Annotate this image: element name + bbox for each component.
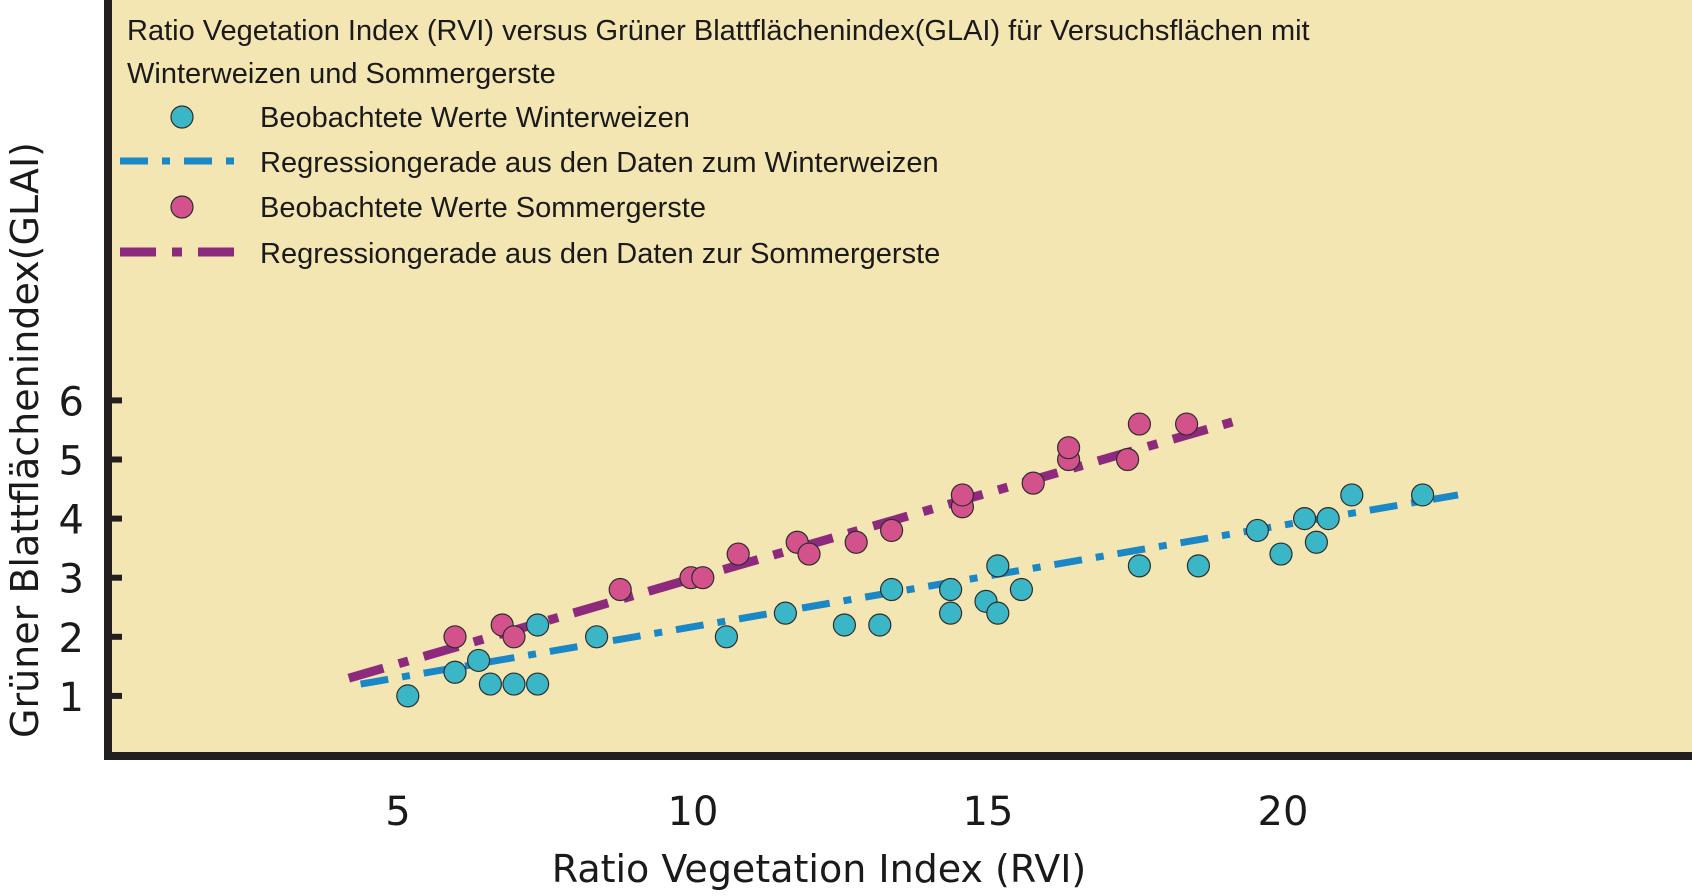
y-tick-label: 5 [59, 439, 84, 485]
legend-label: Beobachtete Werte Sommergerste [260, 192, 706, 224]
y-ticks: 1 2 3 4 5 6 [59, 379, 122, 721]
scatter-point-series-0 [396, 684, 420, 708]
scatter-point-series-0 [1127, 554, 1152, 578]
scatter-point-series-2 [879, 518, 904, 543]
scatter-point-series-2 [844, 530, 868, 554]
legend-marker-point [170, 195, 194, 219]
regression-line-series-1 [360, 491, 1459, 688]
plot-area [108, 0, 1692, 756]
scatter-point-series-0 [584, 625, 609, 649]
scatter-point-series-2 [1056, 436, 1081, 460]
scatter-point-series-2 [1174, 412, 1199, 436]
scatter-point-series-0 [938, 577, 963, 602]
scatter-point-series-0 [868, 613, 892, 637]
scatter-point-series-0 [478, 672, 502, 696]
y-tick-label: 1 [59, 675, 84, 721]
scatter-point-series-0 [773, 601, 798, 625]
y-axis-label: Grüner Blattflächenindex(GLAI) [3, 142, 47, 738]
x-ticks: 5 10 15 20 [385, 789, 1308, 835]
x-axis-label: Ratio Vegetation Index (RVI) [552, 847, 1087, 891]
scatter-point-series-0 [467, 648, 491, 673]
scatter-points [396, 412, 1435, 708]
scatter-point-series-2 [608, 577, 632, 602]
y-tick-label: 2 [59, 616, 84, 662]
legend-label: Regressiongerade aus den Daten zum Winte… [260, 147, 939, 179]
scatter-point-series-0 [525, 672, 550, 696]
x-tick-label: 10 [668, 789, 719, 835]
scatter-point-series-0 [1316, 506, 1340, 531]
scatter-point-series-2 [691, 566, 715, 590]
chart-title-line2: Winterweizen und Sommergerste [127, 58, 556, 90]
scatter-point-series-2 [797, 542, 821, 566]
scatter-point-series-0 [1304, 530, 1329, 554]
y-tick-label: 3 [59, 557, 84, 603]
scatter-point-series-0 [986, 601, 1010, 625]
scatter-point-series-0 [502, 672, 526, 696]
scatter-point-series-0 [832, 613, 857, 637]
x-tick-label: 20 [1258, 789, 1309, 835]
scatter-point-series-0 [938, 601, 963, 625]
scatter-point-series-0 [879, 577, 904, 602]
scatter-point-series-0 [1009, 577, 1034, 602]
y-tick-label: 6 [59, 379, 84, 425]
x-tick-label: 15 [963, 789, 1014, 835]
scatter-point-series-0 [1292, 506, 1317, 531]
scatter-point-series-0 [1410, 483, 1435, 507]
scatter-point-series-2 [726, 542, 750, 566]
scatter-point-series-0 [525, 613, 550, 637]
scatter-point-series-2 [1127, 412, 1152, 436]
chart-title-line1: Ratio Vegetation Index (RVI) versus Grün… [127, 15, 1310, 47]
scatter-point-series-2 [1021, 471, 1045, 495]
y-tick-label: 4 [59, 498, 84, 544]
scatter-point-series-0 [1186, 554, 1211, 578]
legend: Beobachtete Werte Winterweizen Regression… [120, 102, 940, 270]
legend-label: Regressiongerade aus den Daten zur Somme… [260, 238, 940, 270]
regression-lines [347, 413, 1459, 688]
scatter-point-series-2 [950, 483, 975, 507]
scatter-point-series-0 [986, 554, 1010, 578]
x-tick-label: 5 [385, 789, 410, 835]
scatter-point-series-2 [1115, 447, 1140, 472]
scatter-point-series-0 [1269, 542, 1293, 566]
scatter-point-series-0 [1340, 483, 1364, 507]
legend-label: Beobachtete Werte Winterweizen [260, 102, 690, 134]
scatter-point-series-0 [714, 625, 739, 649]
scatter-point-series-0 [443, 660, 467, 684]
scatter-point-series-0 [1245, 518, 1270, 543]
scatter-point-series-2 [443, 625, 467, 649]
scatter-point-series-2 [502, 625, 526, 649]
legend-marker-point [170, 105, 194, 129]
